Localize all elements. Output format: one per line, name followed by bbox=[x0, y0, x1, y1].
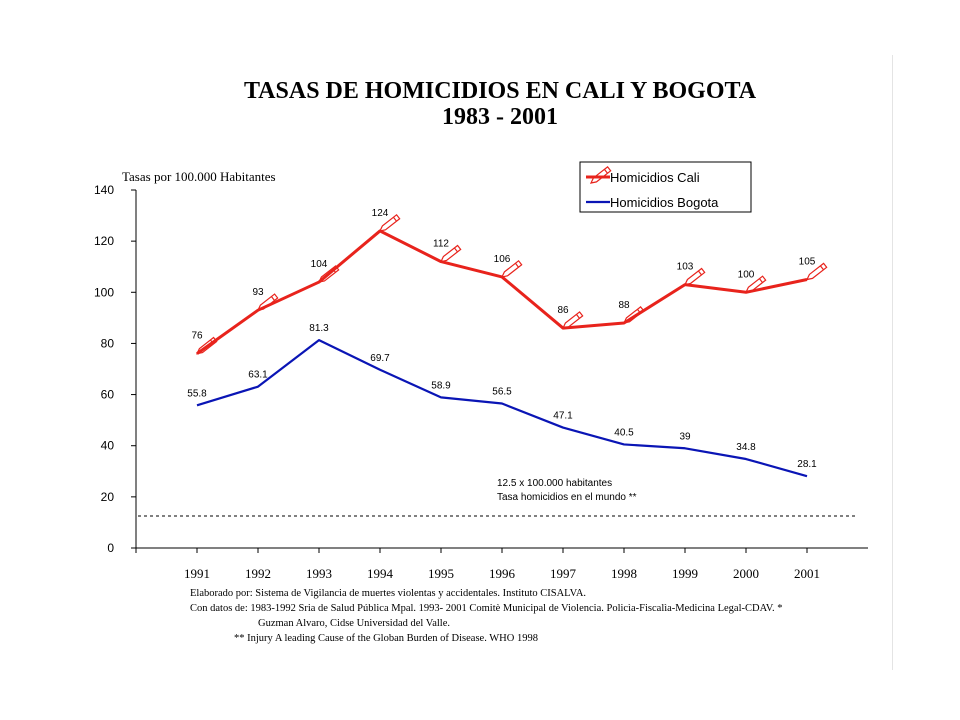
x-tick-label: 1992 bbox=[245, 566, 271, 581]
chart-subtitle: 1983 - 2001 bbox=[442, 104, 558, 130]
data-label-cali: 93 bbox=[252, 287, 264, 298]
series-line-bogota bbox=[196, 339, 808, 478]
pencil-marker-icon bbox=[683, 267, 706, 286]
source-notes: Elaborado por: Sistema de Vigilancia de … bbox=[190, 586, 783, 646]
y-tick-label: 40 bbox=[101, 439, 115, 453]
x-tick-label: 1993 bbox=[306, 566, 332, 581]
data-label-bogota: 40.5 bbox=[614, 427, 634, 438]
data-label-cali: 104 bbox=[311, 259, 328, 270]
x-tick-label: 1998 bbox=[611, 566, 637, 581]
note-line-1: Elaborado por: Sistema de Vigilancia de … bbox=[190, 588, 587, 599]
pencil-marker-icon bbox=[195, 336, 218, 355]
pencil-marker-icon bbox=[500, 259, 523, 278]
slide-divider bbox=[892, 55, 893, 670]
data-label-bogota: 58.9 bbox=[431, 380, 451, 391]
legend-box bbox=[579, 161, 752, 213]
data-label-bogota: 34.8 bbox=[736, 442, 756, 453]
y-axis-label: Tasas por 100.000 Habitantes bbox=[122, 169, 276, 184]
x-tick-label: 2000 bbox=[733, 566, 759, 581]
data-label-bogota: 81.3 bbox=[309, 323, 329, 334]
pencil-marker-icon bbox=[744, 275, 767, 294]
note-line-2: Con datos de: 1983-1992 Sria de Salud Pú… bbox=[190, 603, 783, 614]
reference-line-label: 12.5 x 100.000 habitantes bbox=[497, 478, 612, 489]
data-label-cali: 86 bbox=[557, 305, 569, 316]
data-label-bogota: 55.8 bbox=[187, 388, 207, 399]
x-tick-label: 1999 bbox=[672, 566, 698, 581]
data-label-cali: 106 bbox=[494, 254, 511, 265]
data-label-bogota: 69.7 bbox=[370, 353, 390, 364]
data-label-bogota: 39 bbox=[679, 431, 691, 442]
pencil-marker-icon bbox=[561, 311, 584, 329]
y-tick-label: 0 bbox=[107, 541, 114, 555]
data-label-cali: 105 bbox=[799, 257, 816, 268]
chart-title: TASAS DE HOMICIDIOS EN CALI Y BOGOTA bbox=[243, 78, 757, 104]
y-tick-label: 60 bbox=[101, 388, 115, 402]
pencil-marker-icon bbox=[378, 213, 401, 232]
data-label-bogota: 56.5 bbox=[492, 387, 512, 398]
x-tick-label: 2001 bbox=[794, 566, 820, 581]
x-tick-label: 1994 bbox=[367, 566, 394, 581]
pencil-marker-icon bbox=[256, 293, 279, 312]
series-line-cali bbox=[196, 229, 808, 355]
pencil-marker-icon bbox=[805, 262, 828, 281]
data-label-cali: 103 bbox=[677, 262, 694, 273]
data-label-bogota: 63.1 bbox=[248, 370, 268, 381]
data-label-cali: 76 bbox=[191, 331, 203, 342]
y-tick-label: 120 bbox=[94, 234, 114, 248]
pencil-marker-icon bbox=[439, 244, 462, 263]
x-tick-label: 1996 bbox=[489, 566, 516, 581]
data-label-bogota: 28.1 bbox=[797, 459, 817, 470]
data-label-cali: 112 bbox=[433, 239, 449, 250]
y-tick-label: 100 bbox=[94, 285, 114, 299]
y-tick-label: 140 bbox=[94, 183, 114, 197]
y-tick-label: 80 bbox=[101, 336, 115, 350]
data-label-bogota: 47.1 bbox=[553, 411, 573, 422]
data-label-cali: 124 bbox=[372, 208, 389, 219]
y-tick-label: 20 bbox=[101, 490, 115, 504]
pencil-marker-icon bbox=[622, 305, 645, 324]
data-label-cali: 100 bbox=[738, 269, 755, 280]
data-label-cali: 88 bbox=[618, 300, 630, 311]
note-line-4: ** Injury A leading Cause of the Globan … bbox=[234, 633, 538, 644]
pencil-marker-icon bbox=[317, 265, 340, 283]
x-tick-label: 1995 bbox=[428, 566, 454, 581]
legend-label-cali: Homicidios Cali bbox=[610, 170, 700, 185]
legend-label-bogota: Homicidios Bogota bbox=[610, 195, 719, 210]
pencil-marker-icon bbox=[589, 166, 612, 184]
reference-line-label: Tasa homicidios en el mundo ** bbox=[497, 492, 637, 503]
x-tick-label: 1997 bbox=[550, 566, 577, 581]
x-tick-label: 1991 bbox=[184, 566, 210, 581]
note-line-3: Guzman Alvaro, Cidse Universidad del Val… bbox=[258, 618, 450, 629]
